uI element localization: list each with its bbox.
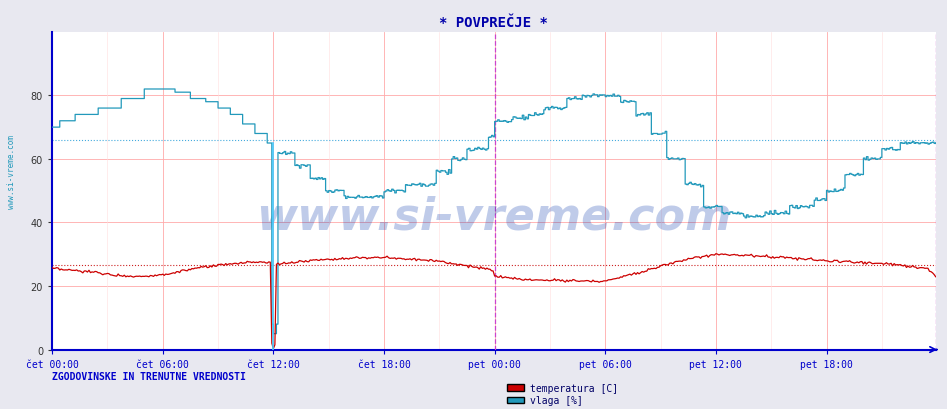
Text: www.si-vreme.com: www.si-vreme.com <box>256 195 732 238</box>
Title: * POVPREČJE *: * POVPREČJE * <box>439 16 548 30</box>
Text: vlaga [%]: vlaga [%] <box>530 395 583 405</box>
Text: www.si-vreme.com: www.si-vreme.com <box>7 135 16 209</box>
Text: temperatura [C]: temperatura [C] <box>530 383 618 393</box>
Text: ZGODOVINSKE IN TRENUTNE VREDNOSTI: ZGODOVINSKE IN TRENUTNE VREDNOSTI <box>52 371 246 382</box>
